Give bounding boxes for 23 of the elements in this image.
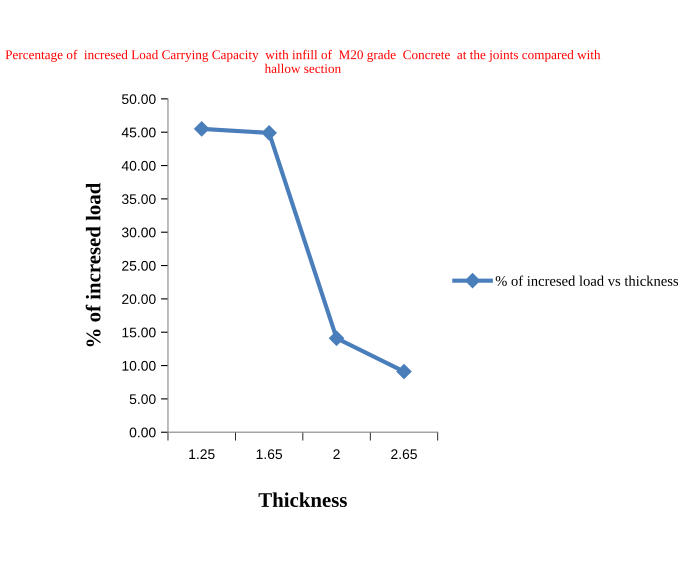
x-tick-label: 2.65 <box>391 449 417 460</box>
y-tick-label: 20.00 <box>122 294 156 304</box>
y-tick-label: 15.00 <box>122 328 156 338</box>
point <box>328 330 344 346</box>
point <box>262 125 277 140</box>
y-tick-label: 50.00 <box>122 94 156 104</box>
y-axis-title: % of incresed load <box>86 182 101 346</box>
x-tick-label: 2 <box>333 449 340 459</box>
chart-title: Percentage of incresed Load Carrying Capacity with infill of M20 grade Concrete at the joints compared with hallow section <box>6 50 600 74</box>
y-tick-label: 45.00 <box>122 128 156 138</box>
x-axis-title: Thickness <box>258 492 347 508</box>
point <box>396 364 412 380</box>
y-tick-label: 35.00 <box>122 194 156 204</box>
x-tick-label: 1.65 <box>256 449 282 460</box>
y-tick-label: 40.00 <box>122 160 156 171</box>
y-tick-label: 5.00 <box>130 394 156 404</box>
legend-label: % of incresed load vs thickness <box>496 276 678 286</box>
y-tick-label: 0.00 <box>130 428 156 438</box>
y-tick-label: 10.00 <box>122 360 156 371</box>
point <box>194 121 210 136</box>
y-tick-label: 25.00 <box>122 260 156 271</box>
y-tick-label: 30.00 <box>122 228 156 238</box>
x-tick-label: 1.25 <box>189 449 215 460</box>
